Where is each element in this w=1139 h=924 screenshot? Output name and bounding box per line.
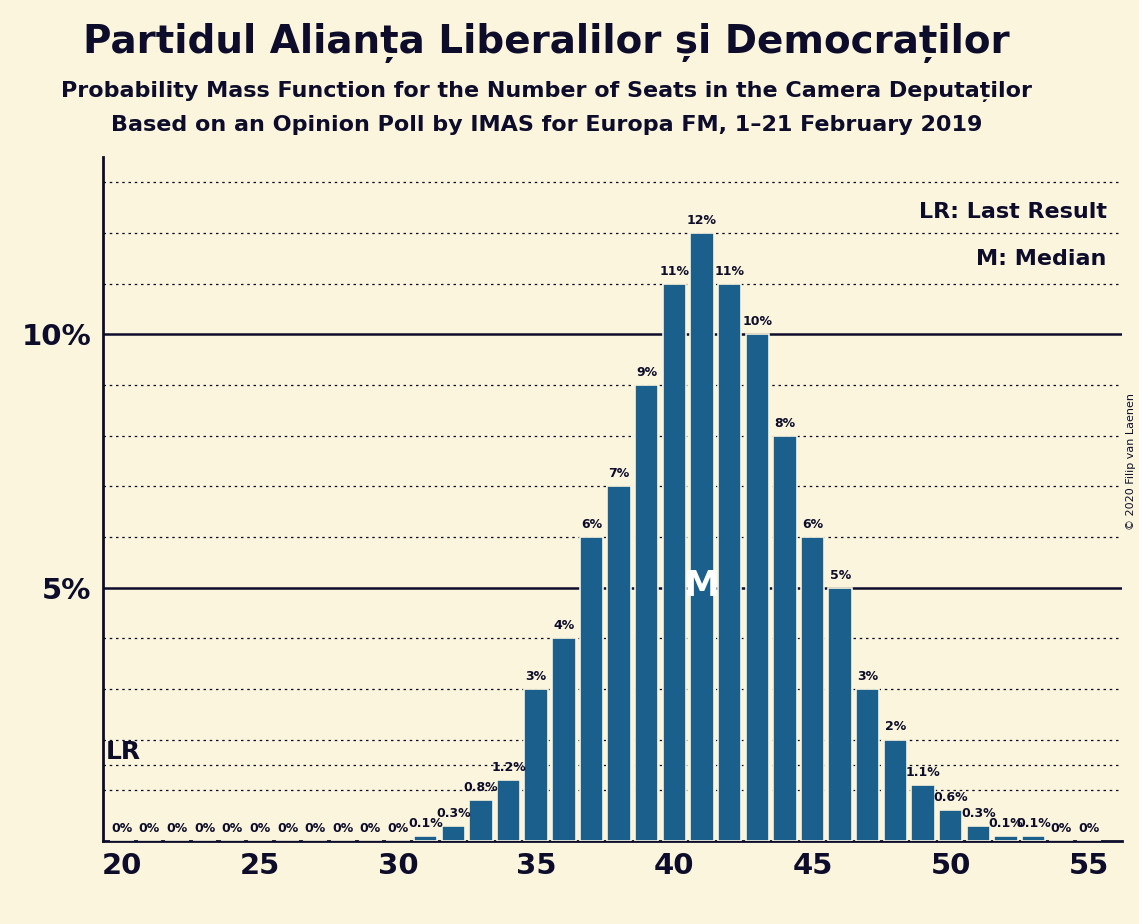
Text: © 2020 Filip van Laenen: © 2020 Filip van Laenen [1126,394,1136,530]
Text: 11%: 11% [714,264,745,277]
Bar [718,284,741,841]
Text: 1.2%: 1.2% [491,761,526,774]
Bar [801,537,825,841]
Bar [884,739,907,841]
Text: 0%: 0% [387,821,409,834]
Text: 0.3%: 0.3% [961,807,995,820]
Text: 4%: 4% [554,619,574,632]
Bar [497,780,521,841]
Text: 1.1%: 1.1% [906,766,941,779]
Bar [469,800,493,841]
Bar [939,810,962,841]
Text: M: M [685,568,720,602]
Text: 7%: 7% [608,468,630,480]
Bar [413,836,437,841]
Bar [828,588,852,841]
Text: 9%: 9% [637,366,657,379]
Bar [746,334,769,841]
Bar [552,638,575,841]
Text: 0.1%: 0.1% [989,817,1023,830]
Text: Probability Mass Function for the Number of Seats in the Camera Deputaților: Probability Mass Function for the Number… [62,81,1032,103]
Text: Partidul Alianța Liberalilor și Democraților: Partidul Alianța Liberalilor și Democraț… [83,23,1010,63]
Bar [857,689,879,841]
Text: 0%: 0% [139,821,161,834]
Text: 10%: 10% [743,315,772,328]
Text: 11%: 11% [659,264,689,277]
Text: 0%: 0% [360,821,382,834]
Text: 3%: 3% [526,670,547,683]
Bar [636,385,658,841]
Bar [967,826,990,841]
Text: 0%: 0% [304,821,326,834]
Bar [663,284,686,841]
Text: 0%: 0% [1050,821,1072,834]
Text: 0.1%: 0.1% [1016,817,1051,830]
Text: Based on an Opinion Poll by IMAS for Europa FM, 1–21 February 2019: Based on an Opinion Poll by IMAS for Eur… [110,115,983,135]
Text: 0.3%: 0.3% [436,807,470,820]
Text: 0%: 0% [194,821,215,834]
Text: M: Median: M: Median [976,249,1107,270]
Text: 5%: 5% [829,568,851,581]
Text: 0%: 0% [166,821,188,834]
Text: 3%: 3% [858,670,878,683]
Text: 0.1%: 0.1% [409,817,443,830]
Text: 0%: 0% [333,821,353,834]
Text: LR: Last Result: LR: Last Result [919,201,1107,222]
Bar [773,435,796,841]
Bar [442,826,465,841]
Text: 0%: 0% [277,821,298,834]
Text: 6%: 6% [581,517,603,531]
Bar [994,836,1017,841]
Bar [607,486,631,841]
Text: LR: LR [105,740,140,764]
Text: 2%: 2% [885,721,906,734]
Text: 12%: 12% [687,214,716,227]
Text: 0.6%: 0.6% [933,791,968,805]
Bar [524,689,548,841]
Text: 0%: 0% [222,821,243,834]
Text: 8%: 8% [775,417,795,430]
Text: 0%: 0% [112,821,132,834]
Text: 0%: 0% [1079,821,1099,834]
Text: 6%: 6% [802,517,823,531]
Bar [690,233,714,841]
Bar [1022,836,1046,841]
Bar [911,785,935,841]
Text: 0%: 0% [249,821,271,834]
Text: 0.8%: 0.8% [464,782,498,795]
Bar [580,537,604,841]
